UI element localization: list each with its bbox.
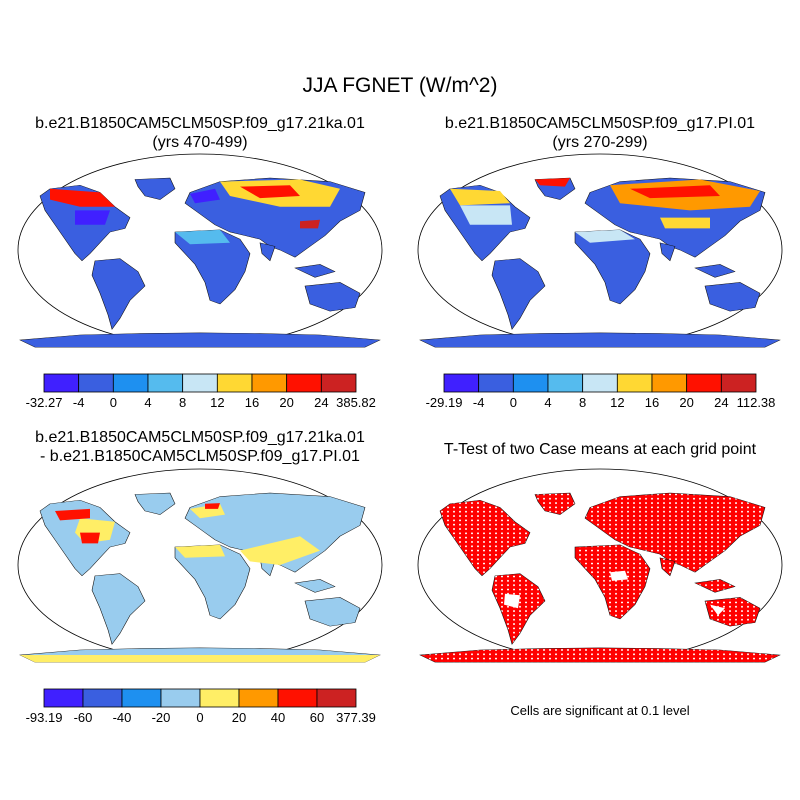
difference-title: b.e21.B1850CAM5CLM50SP.f09_g17.21ka.01 -…: [0, 428, 400, 466]
colorbar-tick-label: 16: [645, 395, 659, 410]
colorbar-swatch: [147, 373, 184, 393]
colorbar-tick-label: -4: [473, 395, 485, 410]
reference-title: b.e21.B1850CAM5CLM50SP.f09_g17.PI.01 (yr…: [400, 114, 800, 152]
colorbar-tick-label: 16: [245, 395, 259, 410]
colorbar-tick-label: 12: [610, 395, 624, 410]
difference-title-line1: b.e21.B1850CAM5CLM50SP.f09_g17.21ka.01: [35, 429, 365, 446]
colorbar-swatch: [616, 373, 653, 393]
ttest-map: [417, 468, 783, 663]
colorbar-tick-label: 20: [679, 395, 693, 410]
colorbar-tick-label: 24: [714, 395, 728, 410]
reference-map: [417, 153, 783, 348]
figure-title: JJA FGNET (W/m^2): [302, 74, 498, 97]
colorbar-tick-label: 4: [544, 395, 551, 410]
colorbar-swatch: [320, 373, 357, 393]
case-map: [17, 153, 383, 348]
colorbar-swatch: [43, 688, 84, 708]
ttest-note: Cells are significant at 0.1 level: [510, 703, 690, 718]
colorbar-tick-label: 0: [510, 395, 517, 410]
colorbar-swatch: [78, 373, 114, 393]
colorbar-swatch: [112, 373, 149, 393]
colorbar-tick-label: 24: [314, 395, 328, 410]
colorbar-swatch: [720, 373, 757, 393]
difference-title-line2: - b.e21.B1850CAM5CLM50SP.f09_g17.PI.01: [40, 448, 360, 465]
case-title-line1: b.e21.B1850CAM5CLM50SP.f09_g17.21ka.01: [35, 115, 365, 132]
ttest-title: T-Test of two Case means at each grid po…: [443, 441, 757, 458]
colorbar-tick-label: 377.39: [336, 710, 376, 725]
colorbar-tick-label: -29.19: [426, 395, 463, 410]
colorbar-tick-label: 0: [110, 395, 117, 410]
colorbar-swatch: [316, 688, 357, 708]
case-colorbar: -32.27 -4 0 4 8 12 16 20 24 385.82: [26, 373, 376, 410]
colorbar-swatch: [651, 373, 688, 393]
colorbar-tick-label: 60: [310, 710, 324, 725]
colorbar-tick-label: 12: [210, 395, 224, 410]
colorbar-swatch: [582, 373, 618, 393]
colorbar-tick-label: -32.27: [26, 395, 63, 410]
colorbar-tick-label: 8: [179, 395, 186, 410]
colorbar-swatch: [686, 373, 722, 393]
colorbar-tick-label: 112.38: [737, 395, 776, 410]
colorbar-tick-label: -20: [152, 710, 171, 725]
colorbar-swatch: [199, 688, 240, 708]
colorbar-tick-label: 20: [232, 710, 246, 725]
colorbar-swatch: [121, 688, 162, 708]
colorbar-tick-label: -93.19: [26, 710, 63, 725]
colorbar-swatch: [443, 373, 480, 393]
colorbar-swatch: [43, 373, 80, 393]
colorbar-tick-label: 4: [144, 395, 151, 410]
reference-colorbar: -29.19 -4 0 4 8 12 16 20 24 112.38: [426, 373, 776, 410]
colorbar-swatch: [512, 373, 549, 393]
colorbar-swatch: [478, 373, 514, 393]
difference-colorbar: -93.19 -60 -40 -20 0 20 40 60 377.39: [26, 688, 376, 725]
colorbar-tick-label: 8: [579, 395, 586, 410]
colorbar-swatch: [277, 688, 318, 708]
colorbar-tick-label: 40: [271, 710, 285, 725]
colorbar-swatch: [251, 373, 288, 393]
colorbar-tick-label: 0: [196, 710, 203, 725]
colorbar-swatch: [238, 688, 279, 708]
reference-title-line1: b.e21.B1850CAM5CLM50SP.f09_g17.PI.01: [444, 115, 756, 132]
colorbar-tick-label: -60: [74, 710, 93, 725]
colorbar-swatch: [216, 373, 253, 393]
colorbar-swatch: [160, 688, 201, 708]
colorbar-tick-label: -40: [113, 710, 132, 725]
colorbar-swatch: [182, 373, 218, 393]
colorbar-swatch: [547, 373, 584, 393]
case-title: b.e21.B1850CAM5CLM50SP.f09_g17.21ka.01 (…: [0, 114, 400, 152]
reference-title-line2: (yrs 270-299): [552, 134, 648, 151]
case-title-line2: (yrs 470-499): [152, 134, 248, 151]
colorbar-tick-label: 20: [279, 395, 293, 410]
difference-map: [17, 468, 383, 663]
colorbar-tick-label: 385.82: [336, 395, 376, 410]
colorbar-swatch: [286, 373, 322, 393]
colorbar-tick-label: -4: [73, 395, 85, 410]
colorbar-swatch: [82, 688, 123, 708]
